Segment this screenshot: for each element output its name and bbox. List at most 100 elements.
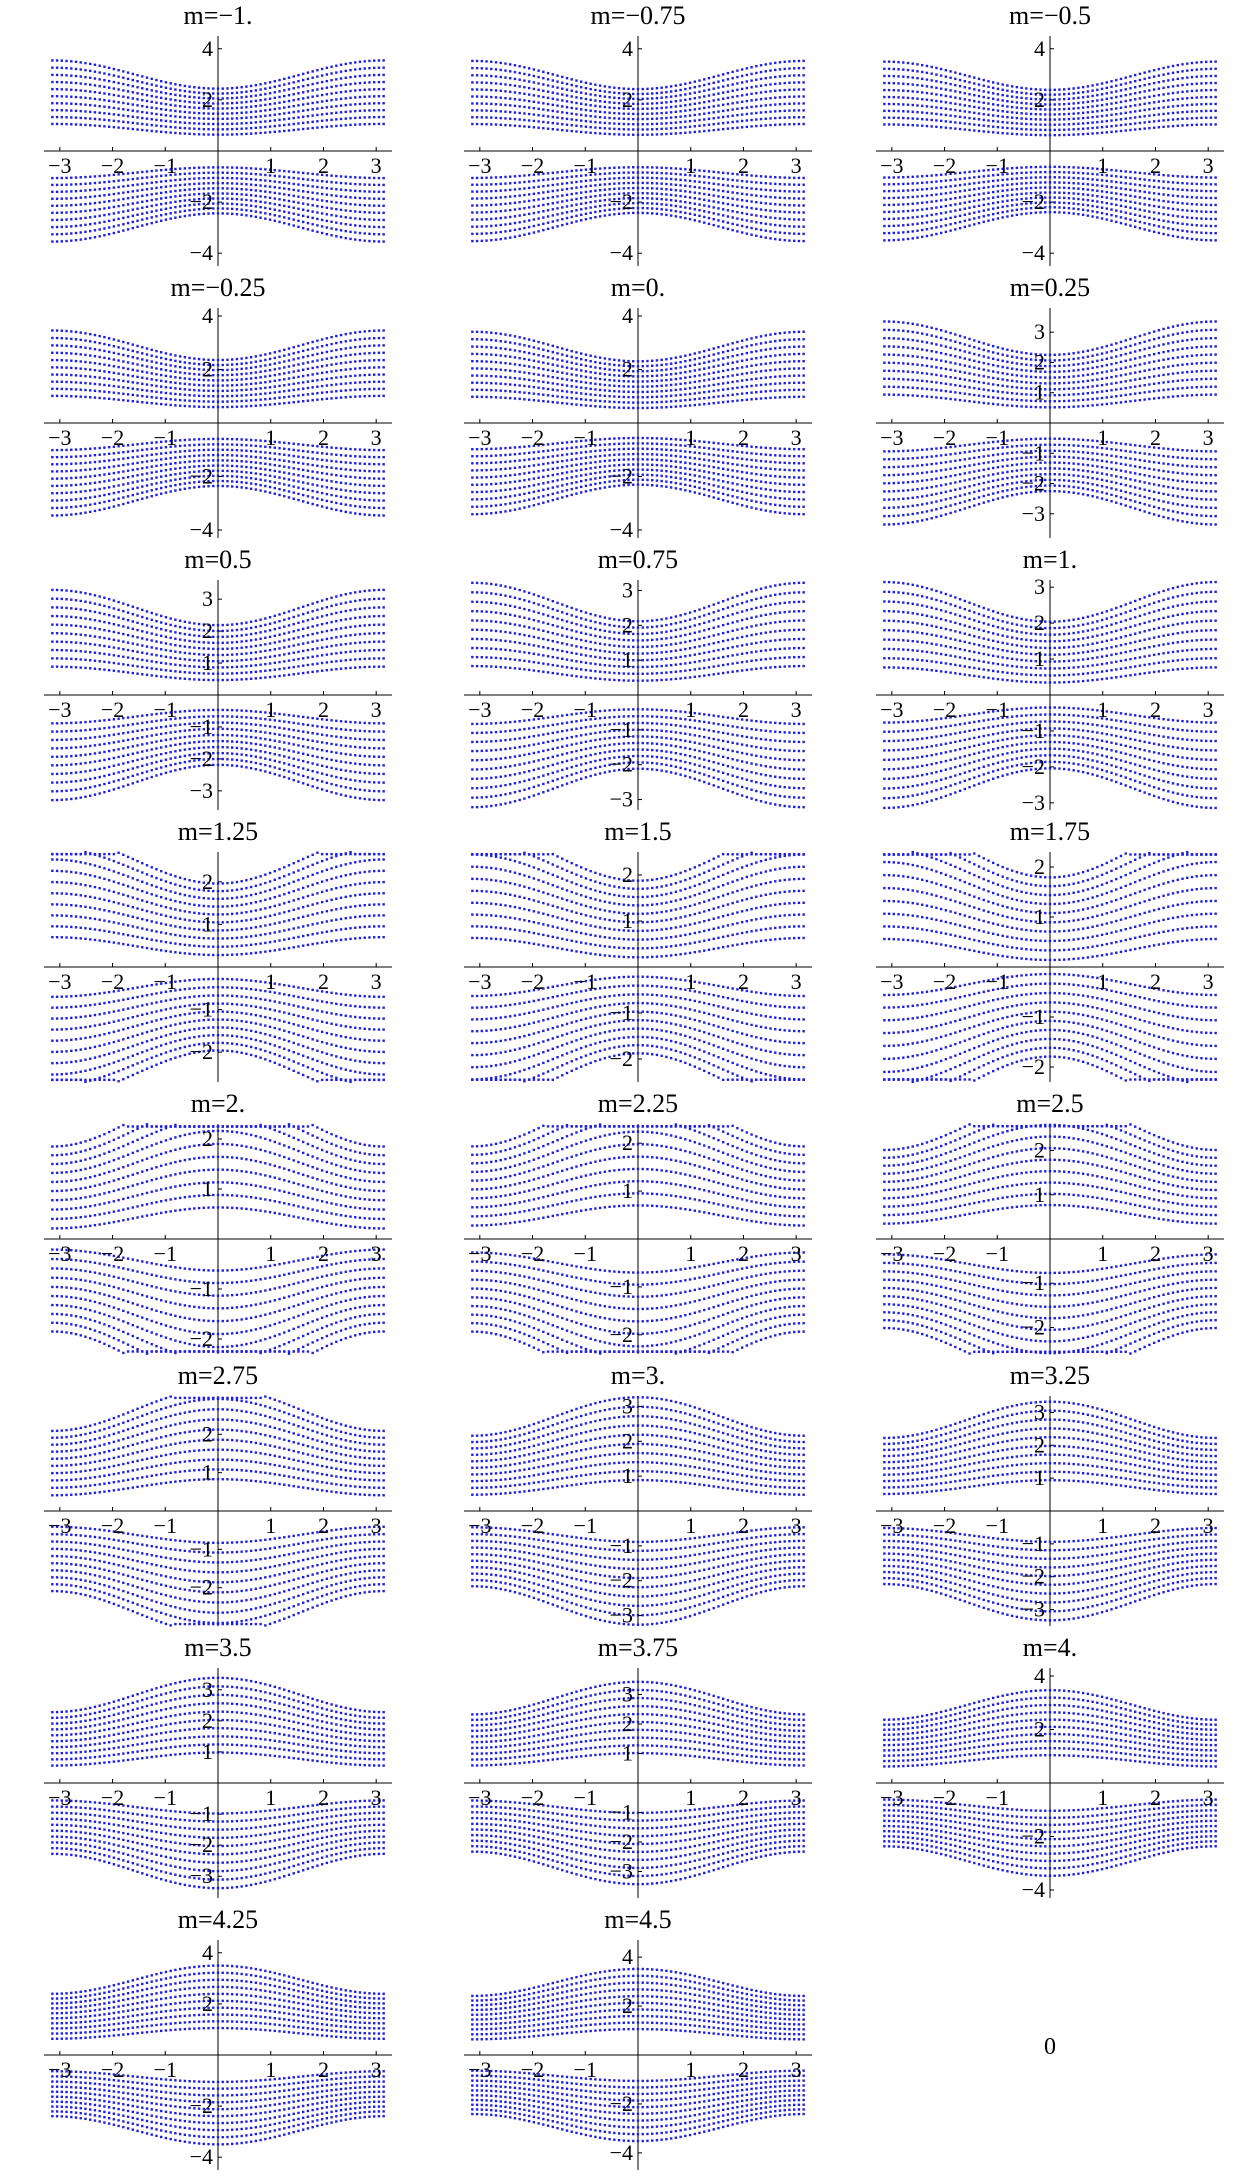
band-point bbox=[70, 448, 73, 451]
band-point bbox=[561, 170, 564, 174]
band-point bbox=[778, 123, 782, 126]
band-point bbox=[707, 117, 711, 121]
band-point bbox=[344, 90, 347, 93]
band-point bbox=[594, 200, 597, 203]
band-point bbox=[740, 179, 744, 183]
band-point bbox=[155, 112, 158, 116]
band-point bbox=[1053, 98, 1056, 101]
band-point bbox=[958, 171, 962, 175]
band-point bbox=[963, 128, 967, 131]
band-point bbox=[546, 78, 550, 81]
band-point bbox=[632, 196, 635, 200]
band-point bbox=[580, 80, 583, 83]
band-point bbox=[283, 89, 286, 92]
band-point bbox=[509, 202, 512, 205]
band-point bbox=[589, 131, 592, 134]
band-point bbox=[164, 191, 168, 194]
band-point bbox=[372, 109, 376, 112]
band-point bbox=[335, 124, 338, 128]
band-point bbox=[259, 387, 262, 390]
band-point bbox=[287, 105, 291, 109]
band-point bbox=[1058, 191, 1061, 194]
band-point bbox=[518, 221, 521, 224]
band-point bbox=[112, 192, 116, 196]
band-point bbox=[665, 166, 668, 170]
band-point bbox=[627, 171, 630, 174]
band-point bbox=[221, 97, 224, 100]
band-point bbox=[897, 176, 900, 179]
band-point bbox=[764, 70, 767, 73]
band-point bbox=[1029, 133, 1033, 137]
band-point bbox=[499, 68, 502, 72]
band-point bbox=[570, 78, 573, 81]
band-point bbox=[164, 218, 168, 221]
band-point bbox=[145, 129, 149, 132]
band-point bbox=[193, 193, 196, 196]
band-point bbox=[1067, 128, 1071, 131]
band-point bbox=[1025, 97, 1028, 100]
band-point bbox=[188, 198, 191, 202]
band-point bbox=[792, 239, 796, 243]
band-point bbox=[1044, 196, 1047, 199]
band-point bbox=[117, 120, 120, 123]
band-point bbox=[1001, 88, 1004, 92]
band-point bbox=[79, 82, 82, 85]
band-point bbox=[499, 103, 502, 106]
band-point bbox=[1015, 96, 1019, 99]
band-point bbox=[306, 197, 310, 200]
band-point bbox=[537, 75, 540, 79]
band-point bbox=[292, 110, 295, 114]
band-point bbox=[632, 102, 635, 106]
band-point bbox=[1105, 97, 1108, 101]
band-point bbox=[93, 215, 97, 218]
band-point bbox=[70, 462, 73, 466]
band-point bbox=[726, 178, 730, 181]
band-point bbox=[216, 405, 220, 409]
band-point bbox=[292, 182, 295, 186]
band-point bbox=[1044, 176, 1047, 179]
band-point bbox=[641, 181, 644, 185]
band-point bbox=[117, 204, 120, 208]
band-point bbox=[721, 183, 725, 187]
band-point bbox=[273, 180, 276, 183]
band-point bbox=[240, 166, 243, 170]
band-point bbox=[471, 66, 474, 70]
band-point bbox=[906, 223, 910, 227]
band-point bbox=[249, 132, 253, 135]
band-point bbox=[131, 115, 135, 119]
band-point bbox=[490, 238, 493, 242]
band-point bbox=[344, 76, 347, 80]
band-point bbox=[982, 175, 985, 178]
band-point bbox=[504, 117, 507, 120]
band-point bbox=[537, 210, 540, 214]
band-point bbox=[977, 169, 981, 173]
band-point bbox=[335, 453, 338, 456]
band-point bbox=[273, 202, 276, 206]
band-point bbox=[987, 168, 990, 172]
band-point bbox=[949, 114, 952, 117]
band-point bbox=[769, 103, 772, 107]
band-point bbox=[608, 116, 611, 120]
band-point bbox=[1171, 124, 1175, 128]
band-point bbox=[126, 71, 130, 74]
band-point bbox=[292, 206, 295, 209]
band-point bbox=[311, 70, 314, 73]
band-point bbox=[235, 133, 239, 136]
band-point bbox=[117, 211, 120, 214]
band-point bbox=[580, 108, 583, 111]
band-point bbox=[703, 100, 706, 104]
band-point bbox=[70, 88, 73, 91]
band-point bbox=[679, 205, 682, 208]
band-point bbox=[570, 215, 573, 219]
band-point bbox=[197, 117, 201, 120]
band-point bbox=[797, 66, 801, 70]
band-point bbox=[788, 210, 791, 214]
band-point bbox=[1195, 103, 1198, 106]
band-point bbox=[155, 101, 158, 104]
band-point bbox=[344, 382, 347, 385]
band-point bbox=[646, 192, 649, 195]
band-point bbox=[264, 92, 267, 96]
band-point bbox=[650, 112, 654, 115]
band-point bbox=[216, 453, 220, 457]
band-point bbox=[254, 404, 258, 407]
